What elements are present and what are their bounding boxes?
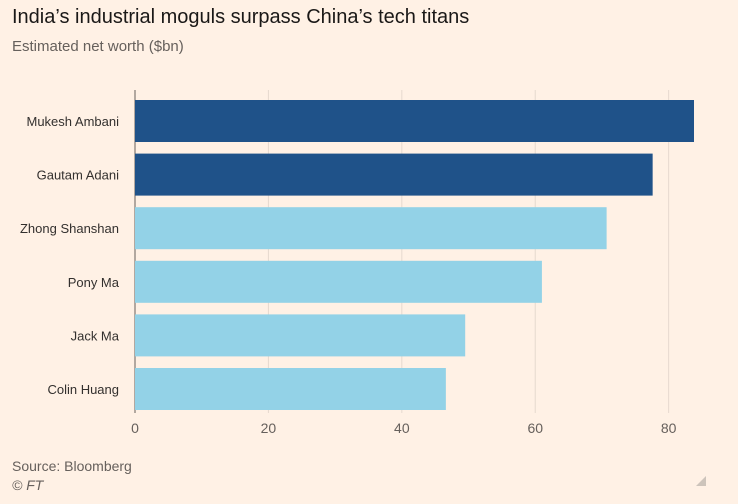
x-tick-label: 20 bbox=[261, 420, 277, 436]
category-label: Gautam Adani bbox=[37, 168, 119, 183]
category-label: Zhong Shanshan bbox=[20, 221, 119, 236]
bar-chart: 0 20 40 60 80 Mukesh Ambani Gautam Adani Zhong … bbox=[20, 90, 694, 436]
chart-title: India’s industrial moguls surpass China’… bbox=[12, 6, 470, 28]
x-tick-label: 60 bbox=[527, 420, 543, 436]
source-note: Source: Bloomberg bbox=[12, 458, 132, 474]
bar bbox=[135, 260, 542, 303]
bar bbox=[135, 153, 653, 196]
category-label: Jack Ma bbox=[71, 328, 120, 343]
category-label: Colin Huang bbox=[47, 382, 119, 397]
bar bbox=[135, 100, 694, 142]
bar bbox=[135, 314, 466, 357]
copyright-note: © FT bbox=[12, 477, 44, 493]
category-label: Mukesh Ambani bbox=[27, 114, 120, 129]
x-tick-label: 40 bbox=[394, 420, 410, 436]
chart-subtitle: Estimated net worth ($bn) bbox=[12, 38, 184, 55]
x-tick-label: 0 bbox=[131, 420, 139, 436]
resize-corner-icon bbox=[696, 476, 706, 486]
bar bbox=[135, 207, 607, 250]
category-label: Pony Ma bbox=[68, 275, 120, 290]
x-tick-label: 80 bbox=[661, 420, 677, 436]
bar bbox=[135, 368, 446, 410]
